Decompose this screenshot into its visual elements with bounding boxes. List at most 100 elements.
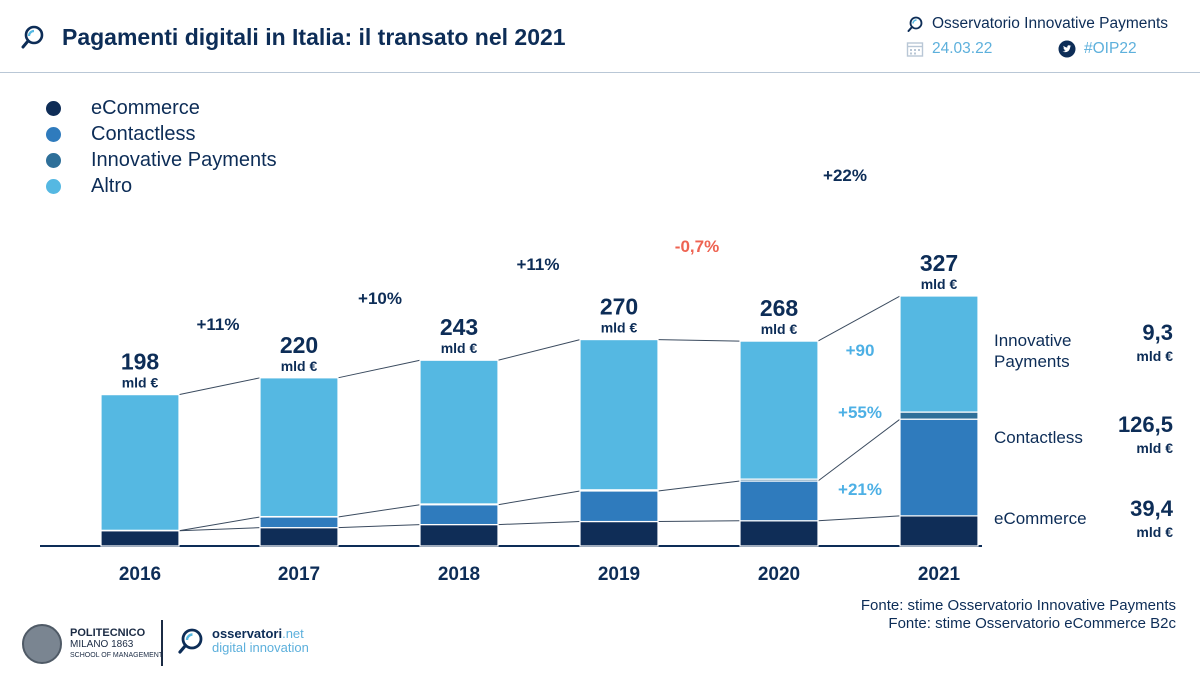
connector-contactless-3 <box>657 480 741 492</box>
connector-altro-1 <box>337 359 421 379</box>
total-label-2020: 268 <box>760 295 799 321</box>
segment-growth-innovative: +90 <box>846 341 875 360</box>
tick-label-2019: 2019 <box>598 564 640 585</box>
osservatori-name: osservatori <box>212 626 283 641</box>
growth-label-1: +10% <box>358 289 402 308</box>
bar-altro-2018 <box>419 359 499 505</box>
legend-label: Contactless <box>91 122 196 145</box>
total-label-2016: 198 <box>121 349 160 375</box>
connector-lines <box>178 295 901 532</box>
header-date: 24.03.22 <box>906 40 992 58</box>
header: Pagamenti digitali in Italia: il transat… <box>0 0 1200 73</box>
unit-label-2021: mld € <box>921 276 958 292</box>
polimi-seal-icon <box>22 624 62 664</box>
tick-label-2017: 2017 <box>278 564 320 585</box>
bar-ecommerce-2016 <box>100 530 180 547</box>
twitter-icon <box>1058 40 1076 58</box>
osservatori-sub: digital innovation <box>212 640 309 655</box>
osservatori-net: .net <box>282 626 304 641</box>
growth-label-3: -0,7% <box>675 237 719 256</box>
bar-contactless-2017 <box>259 516 339 529</box>
connector-altro-0 <box>178 377 261 396</box>
osservatori-logo: osservatori.net digital innovation <box>176 626 309 656</box>
date-text: 24.03.22 <box>932 40 993 57</box>
connector-ecommerce-1 <box>337 524 421 529</box>
connector-ecommerce-2 <box>497 521 581 526</box>
legend-dot-contactless <box>46 126 61 142</box>
connector-contactless-4 <box>817 418 901 482</box>
legend-item-altro: Altro <box>46 173 277 199</box>
bar-altro-2020 <box>739 340 819 480</box>
connector-altro-4 <box>817 295 901 342</box>
bar-ecommerce-2019 <box>579 520 659 547</box>
hashtag-text: #OIP22 <box>1084 40 1137 57</box>
unit-label-2020: mld € <box>761 321 798 337</box>
right-label-value-1: 126,5 <box>1118 412 1173 437</box>
unit-label-2019: mld € <box>601 320 638 336</box>
connector-contactless-1 <box>337 504 421 518</box>
footer-divider <box>161 620 163 666</box>
source-ecommerce: Fonte: stime Osservatorio eCommerce B2c <box>888 615 1176 632</box>
legend-dot-ecommerce <box>46 100 61 116</box>
bar-ecommerce-2021 <box>899 515 979 547</box>
connector-altro-2 <box>497 339 581 361</box>
polimi-school: SCHOOL OF MANAGEMENT <box>70 651 164 659</box>
right-label-unit-1: mld € <box>1136 440 1173 456</box>
org-name: Osservatorio Innovative Payments <box>932 15 1169 32</box>
bar-altro-2017 <box>259 377 339 518</box>
header-hashtag[interactable]: #OIP22 <box>1058 40 1137 58</box>
segment-growth-ecommerce: +21% <box>838 480 882 499</box>
tick-label-2018: 2018 <box>438 564 480 585</box>
connector-ecommerce-3 <box>657 520 741 523</box>
growth-label-0: +11% <box>196 315 239 334</box>
right-label-value-0: 9,3 <box>1142 320 1173 345</box>
bar-altro-2021 <box>899 295 979 413</box>
sources: Fonte: stime Osservatorio Innovative Pay… <box>861 597 1176 633</box>
bar-innovative-2021 <box>899 411 979 420</box>
right-label-unit-0: mld € <box>1136 348 1173 364</box>
right-label-unit-2: mld € <box>1136 524 1173 540</box>
unit-label-2018: mld € <box>441 340 478 356</box>
tick-label-2020: 2020 <box>758 564 800 585</box>
osservatori-magnifier-icon <box>178 628 203 654</box>
legend-label: Altro <box>91 174 133 197</box>
polimi-logo: POLITECNICO MILANO 1863 SCHOOL OF MANAGE… <box>22 624 163 664</box>
legend-item-innovative: Innovative Payments <box>46 147 277 173</box>
calendar-icon <box>906 42 924 57</box>
legend-item-ecommerce: eCommerce <box>46 95 277 121</box>
right-label-name-0: Innovative Payments <box>994 331 1072 371</box>
total-label-2021: 327 <box>920 250 958 276</box>
magnifier-logo-icon <box>21 25 44 49</box>
legend-item-contactless: Contactless <box>46 121 277 147</box>
magnifier-icon <box>907 16 923 32</box>
connector-contactless-0 <box>178 516 261 532</box>
polimi-name: POLITECNICO <box>70 626 146 639</box>
legend-label: eCommerce <box>91 96 200 119</box>
bar-contactless-2018 <box>419 504 499 526</box>
total-label-2018: 243 <box>440 314 478 340</box>
header-org: Osservatorio Innovative Payments <box>906 12 1168 36</box>
legend-dot-altro <box>46 178 61 194</box>
legend-dot-innovative <box>46 152 61 168</box>
bar-ecommerce-2020 <box>739 520 819 547</box>
polimi-city: MILANO 1863 <box>70 638 134 650</box>
growth-label-2: +11% <box>516 255 559 274</box>
bar-altro-2019 <box>579 338 659 491</box>
total-label-2019: 270 <box>600 294 638 320</box>
bars <box>40 295 982 547</box>
bar-ecommerce-2017 <box>259 527 339 547</box>
right-label-value-2: 39,4 <box>1130 496 1174 521</box>
page-title: Pagamenti digitali in Italia: il transat… <box>62 24 566 50</box>
unit-label-2016: mld € <box>122 375 159 391</box>
right-label-name-1: Contactless <box>994 428 1083 447</box>
source-innovative-payments: Fonte: stime Osservatorio Innovative Pay… <box>860 597 1176 614</box>
tick-label-2021: 2021 <box>918 564 961 585</box>
segment-growth-contactless: +55% <box>838 403 882 422</box>
connector-ecommerce-0 <box>178 527 261 532</box>
total-label-2017: 220 <box>280 332 318 358</box>
tick-label-2016: 2016 <box>119 564 161 585</box>
bar-contactless-2021 <box>899 418 979 517</box>
legend: eCommerce Contactless Innovative Payment… <box>46 95 277 199</box>
